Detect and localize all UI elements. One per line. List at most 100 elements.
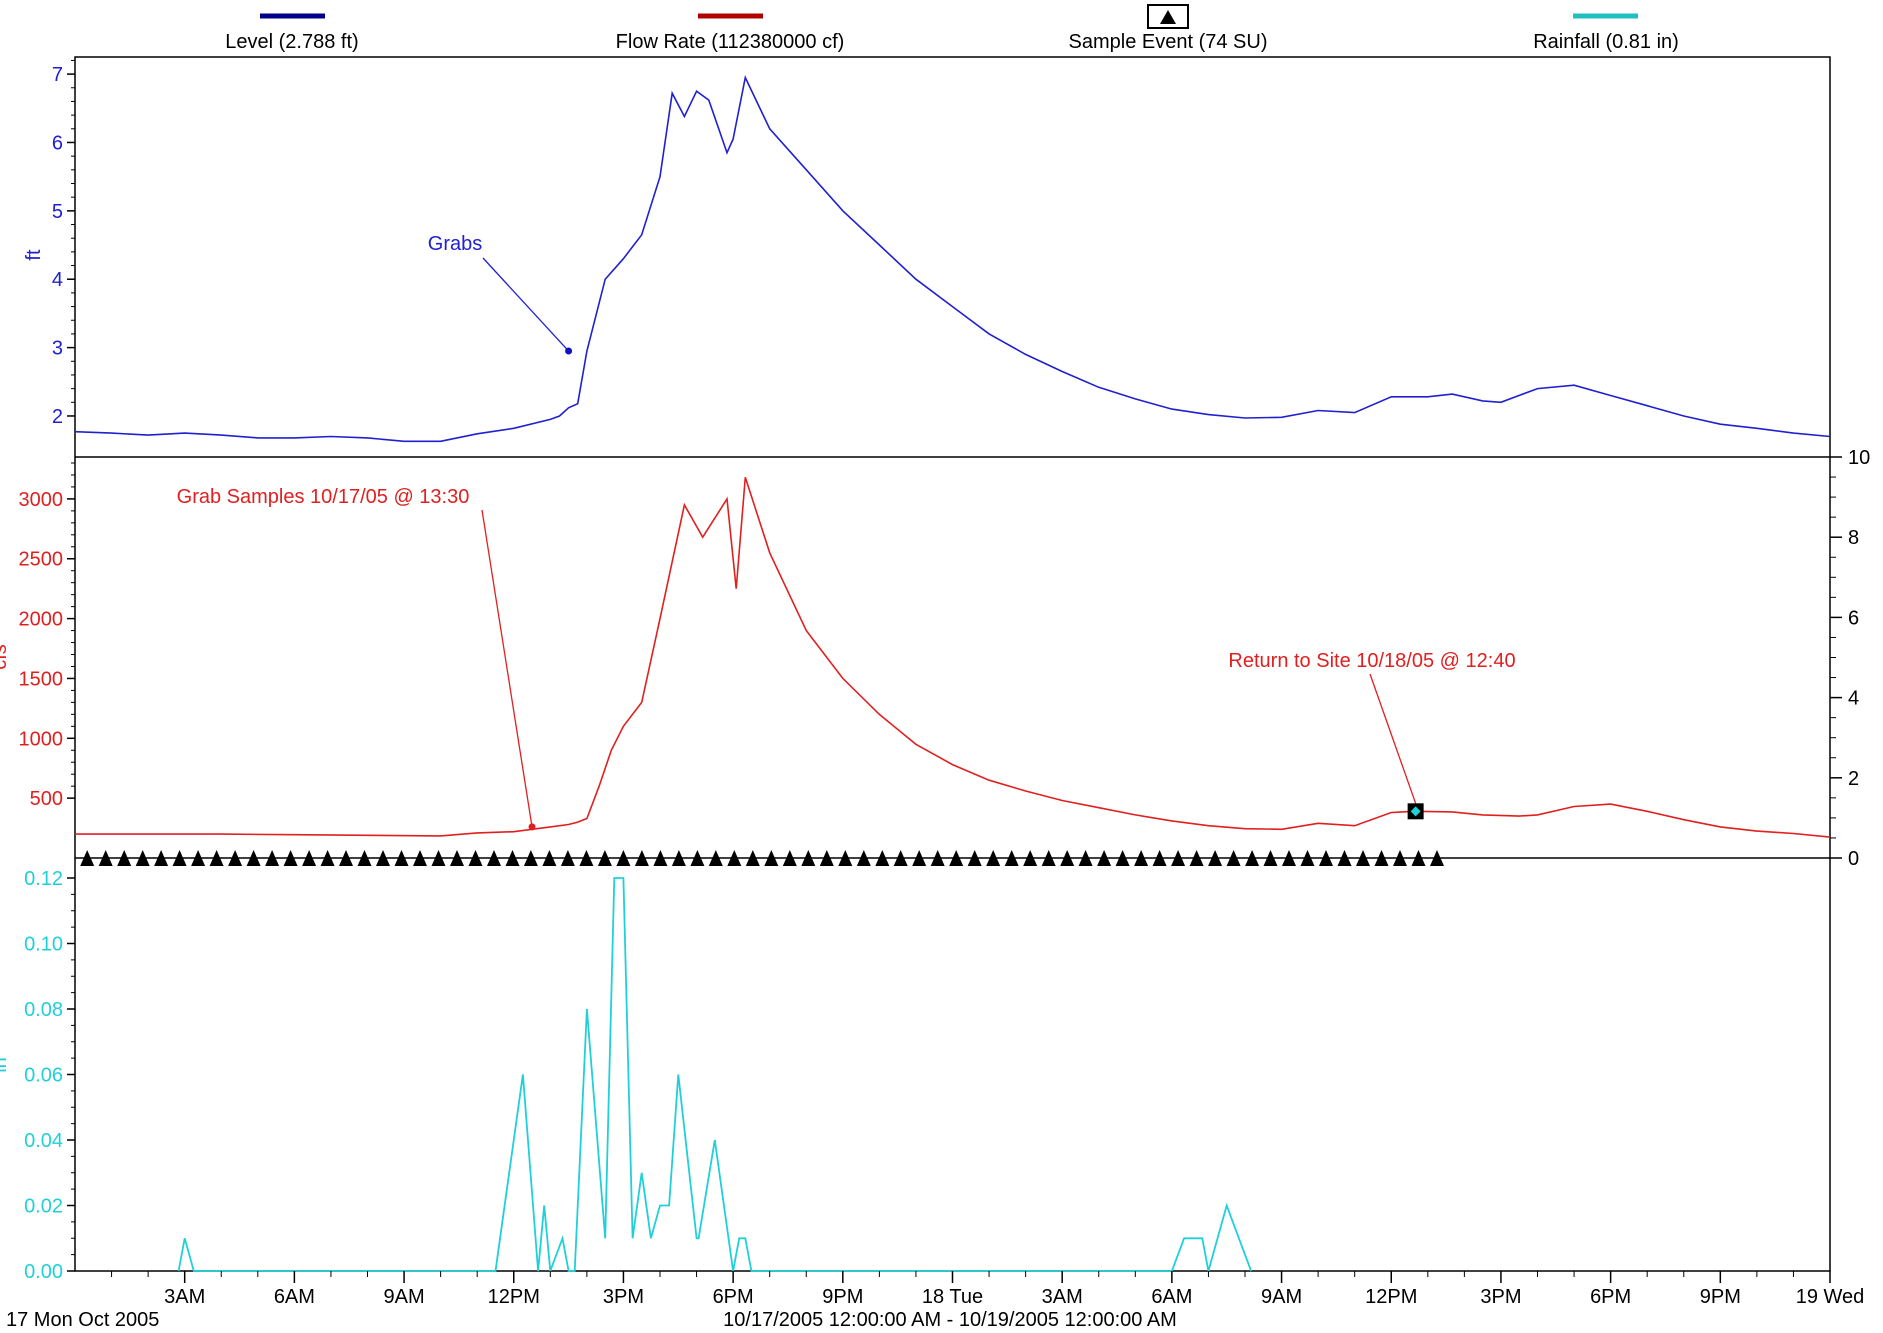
flow-panel: 500 1000 1500 2000 2500 3000 0 2 4 6 8 10 cfs Grab… xyxy=(0,447,1870,870)
sample-event-marker xyxy=(967,850,982,866)
x-tick-label: 9PM xyxy=(1700,1286,1741,1308)
level-panel: 2 3 4 5 6 7 ft Grabs xyxy=(23,59,1831,443)
sample-event-marker xyxy=(80,850,95,866)
sample-event-marker xyxy=(579,850,594,866)
sample-event-marker xyxy=(1263,850,1278,866)
rainfall-y-tick-label: 0.04 xyxy=(24,1130,63,1152)
sample-event-marker xyxy=(690,850,705,866)
sample-event-marker xyxy=(1430,850,1444,866)
sample-event-marker xyxy=(320,850,335,866)
sample-event-marker xyxy=(394,850,409,866)
level-y-axis: 2 3 4 5 6 7 xyxy=(52,59,75,428)
flow-right-y-tick-label: 10 xyxy=(1848,447,1870,469)
sample-event-marker xyxy=(1023,850,1038,866)
level-y-tick-label: 5 xyxy=(52,201,63,223)
flow-y-tick-label: 500 xyxy=(30,788,63,810)
sample-event-marker xyxy=(431,850,446,866)
legend-sample-event-triangle-icon xyxy=(1160,10,1176,24)
rainfall-y-tick-label: 0.00 xyxy=(24,1261,63,1283)
level-y-tick-label: 2 xyxy=(52,406,63,428)
flow-annotation-leader xyxy=(1369,673,1417,804)
rainfall-y-tick-label: 0.12 xyxy=(24,868,63,890)
sample-event-marker xyxy=(1041,850,1056,866)
time-x-axis: 3AM 6AM 9AM 12PM 3PM 6PM 9PM 18 Tue 3AM 6AM 9AM 12P… xyxy=(111,1271,1865,1308)
x-axis-start-label: 17 Mon Oct 2005 xyxy=(6,1309,159,1331)
sample-event-marker xyxy=(172,850,187,866)
flow-right-y-axis: 0 2 4 6 8 10 xyxy=(1830,447,1870,870)
sample-event-marker xyxy=(228,850,243,866)
sample-event-marker xyxy=(209,850,224,866)
flow-annotation-leader xyxy=(481,509,533,827)
sample-event-marker xyxy=(1282,850,1296,866)
rainfall-y-tick-label: 0.06 xyxy=(24,1065,63,1087)
sample-event-marker xyxy=(191,850,206,866)
sample-event-marker xyxy=(523,850,538,866)
level-y-axis-label: ft xyxy=(23,249,45,261)
sample-event-marker xyxy=(838,850,853,866)
sample-event-marker xyxy=(1300,850,1315,866)
sample-event-marker xyxy=(1060,850,1075,866)
flow-annotation-point xyxy=(528,823,536,831)
legend-flow-label: Flow Rate (112380000 cf) xyxy=(616,31,845,53)
rainfall-y-tick-label: 0.02 xyxy=(24,1196,63,1218)
sample-event-marker xyxy=(154,850,169,866)
sample-event-marker xyxy=(1152,850,1167,866)
sample-event-marker xyxy=(1078,850,1093,866)
flow-rate-series-line xyxy=(75,477,1831,838)
sample-event-marker xyxy=(912,850,927,866)
sample-event-marker xyxy=(1097,850,1112,866)
level-annotation-leader xyxy=(482,257,570,352)
flow-right-y-tick-label: 2 xyxy=(1848,768,1859,790)
sample-event-marker xyxy=(1245,850,1260,866)
x-tick-label: 9PM xyxy=(822,1286,863,1308)
level-annotation-point xyxy=(565,347,573,355)
sample-event-marker xyxy=(1134,850,1149,866)
sample-event-marker xyxy=(560,850,575,866)
sample-event-marker xyxy=(450,850,464,866)
sample-event-marker xyxy=(1189,850,1204,866)
sample-event-marker xyxy=(283,850,298,866)
sample-event-marker xyxy=(893,850,908,866)
flow-annotation-label: Grab Samples 10/17/05 @ 13:30 xyxy=(177,486,470,508)
legend-rainfall-label: Rainfall (0.81 in) xyxy=(1533,31,1679,53)
rainfall-y-axis-label: in xyxy=(0,1057,11,1073)
plot-frame xyxy=(74,56,1831,1272)
sample-event-marker xyxy=(930,850,945,866)
sample-event-marker xyxy=(671,850,686,866)
x-tick-label: 6AM xyxy=(1151,1286,1192,1308)
x-tick-label: 18 Tue xyxy=(922,1286,983,1308)
rainfall-series-line xyxy=(177,877,1252,1272)
sample-event-marker xyxy=(986,850,1001,866)
sample-event-marker xyxy=(1319,850,1333,866)
sample-event-markers xyxy=(80,850,1444,866)
sample-event-marker xyxy=(98,850,113,866)
x-tick-label: 19 Wed xyxy=(1796,1286,1865,1308)
level-y-tick-label: 4 xyxy=(52,269,63,291)
sample-event-marker xyxy=(376,850,390,866)
level-y-tick-label: 6 xyxy=(52,132,63,154)
sample-event-marker xyxy=(634,850,649,866)
sample-event-marker xyxy=(1411,850,1426,866)
sample-event-marker xyxy=(265,850,280,866)
sample-event-marker xyxy=(782,850,797,866)
x-tick-label: 12PM xyxy=(488,1286,540,1308)
flow-y-axis: 500 1000 1500 2000 2500 3000 xyxy=(19,462,75,810)
sample-event-marker xyxy=(505,850,520,866)
flow-right-y-tick-label: 6 xyxy=(1848,607,1859,629)
sample-event-marker xyxy=(597,850,612,866)
flow-right-y-tick-label: 0 xyxy=(1848,848,1859,870)
flow-annotation-marker-diamond xyxy=(1410,806,1421,817)
sample-event-marker xyxy=(1208,850,1223,866)
sample-event-marker xyxy=(487,850,501,866)
x-tick-label: 3AM xyxy=(164,1286,205,1308)
sample-event-marker xyxy=(875,850,890,866)
rainfall-y-tick-label: 0.10 xyxy=(24,934,63,956)
sample-event-marker xyxy=(246,850,261,866)
sample-event-marker xyxy=(302,850,317,866)
flow-y-tick-label: 1500 xyxy=(19,668,64,690)
x-tick-label: 6PM xyxy=(713,1286,754,1308)
legend: Level (2.788 ft) Flow Rate (112380000 cf… xyxy=(225,4,1679,53)
sample-event-marker xyxy=(468,850,483,866)
sample-event-marker xyxy=(1393,850,1407,866)
